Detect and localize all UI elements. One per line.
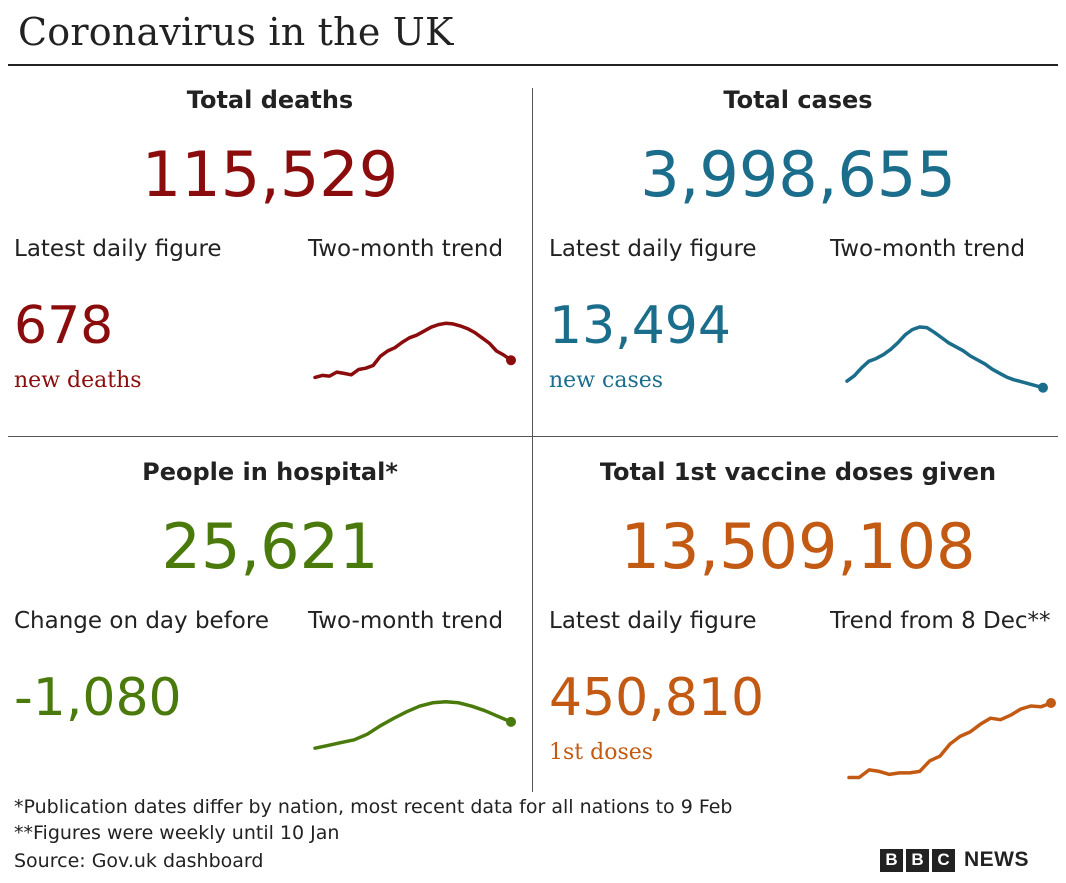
cases-label-right: Two-month trend [830,236,1026,262]
hospital-trend-line [313,699,513,750]
vaccine-unit: 1st doses [549,740,654,765]
horizontal-divider [8,436,1058,437]
bbc-news-word: NEWS [964,848,1029,871]
vaccine-label-right: Trend from 8 Dec** [830,608,1051,634]
vaccine-total: 13,509,108 [620,510,976,583]
deaths-panel: Total deaths 115,529 Latest daily figure… [8,86,532,426]
bbc-news-logo: B B C NEWS [880,848,1029,872]
hospital-sparkline [313,699,516,750]
footnote-2: **Figures were weekly until 10 Jan [14,822,340,844]
vaccine-trend-endpoint [1046,698,1056,708]
hospital-total: 25,621 [161,510,379,583]
vaccine-trend-line [847,701,1053,780]
vaccine-heading: Total 1st vaccine doses given [599,458,997,486]
source-note: Source: Gov.uk dashboard [14,850,264,872]
vaccine-sparkline [847,698,1056,780]
deaths-heading: Total deaths [186,86,354,114]
vaccine-panel: Total 1st vaccine doses given 13,509,108… [536,458,1060,798]
cases-sparkline [845,325,1048,393]
bbc-letter-c: C [932,848,955,872]
deaths-unit: new deaths [14,368,142,393]
title-divider [8,64,1058,66]
deaths-label-left: Latest daily figure [14,236,222,262]
vaccine-daily: 450,810 [549,668,765,728]
vertical-divider [532,88,533,792]
chart-title: Coronavirus in the UK [18,10,454,54]
hospital-label-left: Change on day before [14,608,269,634]
deaths-trend-endpoint [506,355,516,366]
cases-heading: Total cases [723,86,873,114]
cases-trend-endpoint [1038,382,1048,393]
cases-daily: 13,494 [549,296,731,356]
deaths-sparkline [313,321,516,380]
vaccine-label-left: Latest daily figure [549,608,757,634]
cases-unit: new cases [549,368,664,393]
bbc-letter-b2: B [906,848,929,872]
footnote-1: *Publication dates differ by nation, mos… [14,796,733,818]
hospital-panel: People in hospital* 25,621 Change on day… [8,458,532,798]
hospital-heading: People in hospital* [142,458,398,486]
cases-label-left: Latest daily figure [549,236,757,262]
hospital-trend-endpoint [506,716,516,727]
cases-panel: Total cases 3,998,655 Latest daily figur… [536,86,1060,426]
hospital-label-right: Two-month trend [308,608,504,634]
deaths-total: 115,529 [141,138,399,211]
cases-total: 3,998,655 [640,138,956,211]
hospital-daily: -1,080 [14,668,182,728]
deaths-daily: 678 [14,296,114,356]
deaths-label-right: Two-month trend [308,236,504,262]
cases-trend-line [845,325,1045,390]
bbc-letter-b1: B [880,848,903,872]
deaths-trend-line [313,321,513,380]
